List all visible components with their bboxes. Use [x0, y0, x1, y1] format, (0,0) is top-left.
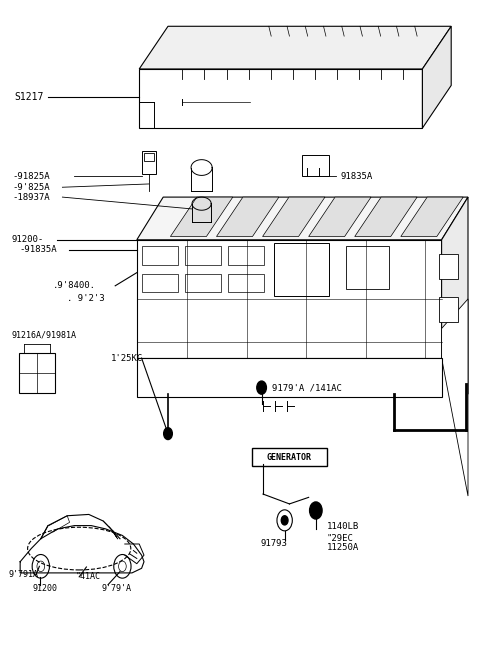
Text: 9'79'A: 9'79'A [102, 583, 132, 593]
Text: -18937A: -18937A [12, 193, 49, 202]
Polygon shape [422, 26, 451, 128]
Polygon shape [139, 26, 451, 69]
Bar [274, 243, 329, 296]
Polygon shape [137, 240, 442, 358]
Circle shape [310, 502, 322, 519]
Bar [185, 246, 221, 265]
Text: 91200-: 91200- [12, 235, 44, 244]
Text: 91216A/91981A: 91216A/91981A [12, 330, 77, 340]
Bar [142, 246, 178, 265]
Bar [439, 297, 458, 322]
Polygon shape [263, 197, 325, 237]
Bar [302, 155, 329, 176]
Text: 11250A: 11250A [326, 543, 359, 553]
Text: 91835A: 91835A [341, 171, 373, 181]
Polygon shape [137, 358, 442, 397]
Circle shape [164, 428, 172, 440]
Polygon shape [442, 299, 468, 496]
FancyBboxPatch shape [252, 448, 327, 466]
Text: 1140LB: 1140LB [326, 522, 359, 532]
Text: 1'25KC: 1'25KC [110, 353, 143, 363]
Text: "41AC: "41AC [76, 572, 101, 581]
Polygon shape [170, 197, 233, 237]
Text: -91825A: -91825A [12, 171, 49, 181]
Text: GENERATOR: GENERATOR [267, 453, 312, 462]
Bar [185, 274, 221, 292]
Text: 91793: 91793 [260, 539, 287, 548]
Text: 91200: 91200 [33, 583, 58, 593]
Polygon shape [139, 69, 422, 128]
Bar [346, 246, 389, 289]
Text: S1217: S1217 [14, 92, 44, 102]
Text: 9'791A: 9'791A [9, 570, 38, 579]
Bar [228, 274, 264, 292]
Bar [142, 151, 156, 174]
Polygon shape [401, 197, 463, 237]
Text: .9'8400.: .9'8400. [53, 281, 96, 290]
Circle shape [281, 516, 288, 525]
Bar [144, 153, 154, 161]
Polygon shape [137, 197, 468, 240]
Text: -9'825A: -9'825A [12, 183, 49, 192]
Bar [19, 353, 55, 393]
Circle shape [257, 381, 266, 394]
Text: -91835A: -91835A [19, 245, 57, 254]
Text: "29EC: "29EC [326, 533, 353, 543]
Bar [228, 246, 264, 265]
Polygon shape [442, 197, 468, 394]
Polygon shape [216, 197, 279, 237]
Bar [439, 254, 458, 279]
Text: . 9'2'3: . 9'2'3 [67, 294, 105, 304]
Bar [142, 274, 178, 292]
Polygon shape [309, 197, 371, 237]
Text: 9179'A /141AC: 9179'A /141AC [272, 383, 342, 392]
Polygon shape [355, 197, 417, 237]
